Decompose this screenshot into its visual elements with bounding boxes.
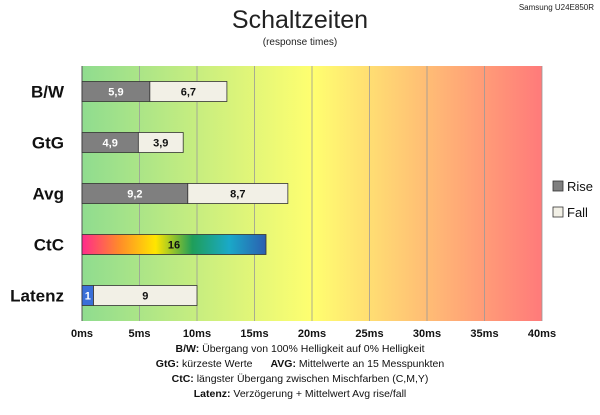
x-tick-label: 15ms xyxy=(240,328,268,340)
data-label-fall: 8,7 xyxy=(230,189,245,201)
data-label: 16 xyxy=(168,240,180,252)
response-time-chart: 0ms 5ms 10ms 15ms 20ms 25ms 30ms 35ms 40ms B/W 5,9… xyxy=(10,66,593,340)
legend-swatch-rise xyxy=(552,180,564,192)
chart-title: Schaltzeiten xyxy=(231,6,369,34)
x-tick-label: 5ms xyxy=(128,328,150,340)
data-label-fall: 9 xyxy=(142,291,148,303)
x-tick-label: 0ms xyxy=(71,328,93,340)
category-label: Latenz xyxy=(10,287,64,306)
note-gtg-avg: GtG: kürzeste Werte AVG: Mittelwerte an 1… xyxy=(155,358,445,370)
category-label: GtG xyxy=(32,134,64,153)
bar-fall xyxy=(137,132,184,153)
legend-notes: B/W: Übergang von 100% Helligkeit auf 0%… xyxy=(0,342,600,402)
data-label-rise: 1 xyxy=(85,291,91,303)
x-tick-label: 30ms xyxy=(413,328,441,340)
legend-label-fall: Fall xyxy=(567,205,588,220)
x-tick-label: 20ms xyxy=(298,328,326,340)
bar-fall xyxy=(149,81,228,102)
data-label-rise: 4,9 xyxy=(103,138,118,150)
note-ctc: CtC: längster Übergang zwischen Mischfar… xyxy=(171,373,429,385)
data-label-rise: 9,2 xyxy=(127,189,142,201)
bar-ctc xyxy=(81,234,267,255)
category-label: CtC xyxy=(34,236,64,255)
note-bw: B/W: Übergang von 100% Helligkeit auf 0%… xyxy=(175,343,425,355)
category-label: B/W xyxy=(31,83,65,102)
data-label-rise: 5,9 xyxy=(108,87,123,99)
x-tick-label: 25ms xyxy=(355,328,383,340)
data-label-fall: 6,7 xyxy=(181,87,196,99)
x-tick-label: 35ms xyxy=(470,328,498,340)
data-label-fall: 3,9 xyxy=(153,138,168,150)
monitor-model: Samsung U24E850R xyxy=(518,3,594,12)
chart-subtitle: (response times) xyxy=(262,37,338,48)
legend-swatch-fall xyxy=(552,206,564,218)
category-label: Avg xyxy=(33,185,65,204)
note-latenz: Latenz: Verzögerung + Mittelwert Avg ris… xyxy=(193,388,407,400)
x-tick-label: 10ms xyxy=(183,328,211,340)
bar-fall xyxy=(187,183,289,204)
bar-fall xyxy=(93,285,198,306)
x-tick-label: 40ms xyxy=(528,328,556,340)
legend-label-rise: Rise xyxy=(567,179,593,194)
